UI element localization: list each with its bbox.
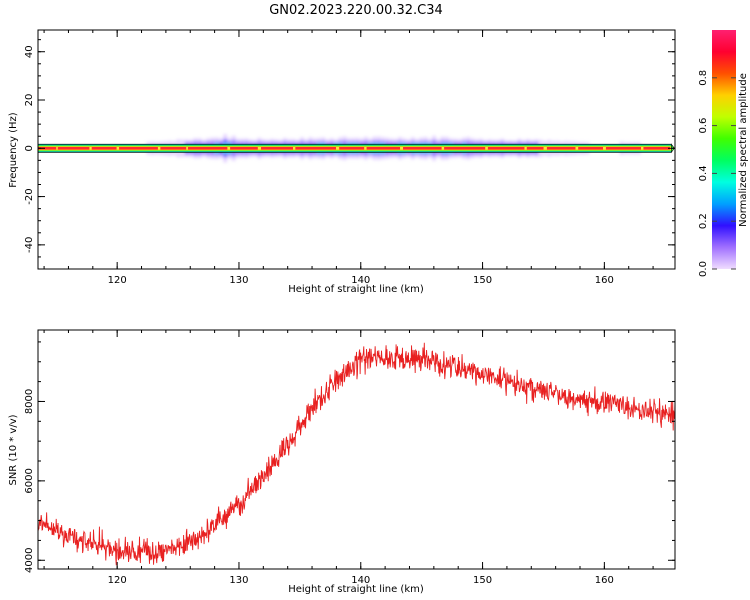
spectrogram-band-gap	[335, 146, 340, 150]
spectrogram-band-gap	[400, 146, 404, 150]
spectrogram-x-tick-label: 140	[351, 275, 370, 286]
spectrogram-band-gap	[293, 146, 296, 150]
spectrogram-x-tick-label: 130	[229, 275, 248, 286]
snr-x-tick-label: 150	[473, 575, 492, 586]
spectrogram-band-gap	[603, 146, 606, 150]
snr-y-label: SNR (10 * v/v)	[8, 414, 19, 485]
spectrogram-band-gap	[89, 146, 92, 150]
snr-x-tick-label: 130	[229, 575, 248, 586]
snr-x-tick-label: 160	[595, 575, 614, 586]
spectrogram-band-gap	[543, 146, 547, 150]
spectrogram-band-gap	[157, 146, 161, 150]
spectrogram-band-gap	[186, 146, 188, 150]
spectrogram-band-red	[38, 146, 672, 150]
colorbar-tick-label: 0.2	[698, 213, 709, 229]
spectrogram-band-gap	[575, 146, 579, 150]
spectrogram-band-gap	[641, 146, 644, 150]
colorbar-label: Normalized spectral amplitude	[738, 73, 749, 227]
snr-x-label: Height of straight line (km)	[288, 584, 424, 595]
spectrogram-y-tick-label: 0	[24, 145, 35, 151]
colorbar-gradient	[712, 30, 736, 269]
spectrogram-x-tick-label: 160	[595, 275, 614, 286]
spectrogram-marks	[38, 134, 675, 163]
spectrogram-x-tick-label: 150	[473, 275, 492, 286]
spectrogram-y-tick-label: 40	[24, 45, 35, 58]
spectrogram-y-tick-label: 20	[24, 94, 35, 107]
colorbar-tick-label: 0.4	[698, 165, 709, 181]
spectrogram-band-gap	[257, 146, 262, 150]
colorbar: 0.0 0.2 0.4 0.6 0.8 Normalized spectral ampl…	[698, 30, 749, 277]
colorbar-tick-label: 0.6	[698, 118, 709, 134]
snr-x-tick-label: 120	[108, 575, 127, 586]
spectrogram-band-gap	[56, 146, 58, 150]
spectrogram-band-gap	[524, 146, 527, 150]
spectrogram-band-gap	[485, 146, 488, 150]
spectrogram-frame	[37, 29, 676, 270]
snr-frame	[37, 329, 676, 570]
spectrogram-axis-ticks: 120 130 140 150 160 -40 -20 0 20 40	[24, 30, 675, 286]
figure-title: GN02.2023.220.00.32.C34	[269, 3, 443, 18]
snr-panel: 120 130 140 150 160 4000 6000 8000 Height of st…	[8, 329, 676, 595]
spectrogram-y-tick-label: -40	[24, 237, 35, 253]
spectrogram-x-label: Height of straight line (km)	[288, 284, 424, 295]
colorbar-tick-label: 0.8	[698, 70, 709, 86]
snr-y-tick-label: 8000	[24, 389, 35, 414]
colorbar-ticks: 0.0 0.2 0.4 0.6 0.8	[698, 70, 736, 277]
snr-y-tick-label: 6000	[24, 468, 35, 493]
spectrogram-panel: 120 130 140 150 160 -40 -20 0 20 40 Height of str…	[8, 29, 676, 295]
spectrogram-y-label: Frequency (Hz)	[8, 112, 19, 188]
spectrogram-band-gap	[116, 146, 120, 150]
snr-x-tick-label: 140	[351, 575, 370, 586]
spectrogram-x-tick-label: 120	[108, 275, 127, 286]
spectrogram-band-gap	[364, 146, 367, 150]
snr-axis-ticks: 120 130 140 150 160 4000 6000 8000	[24, 330, 675, 586]
spectrogram-band-gap	[441, 146, 445, 150]
spectrogram-band-gap	[227, 146, 231, 150]
colorbar-tick-label: 0.0	[698, 261, 709, 277]
snr-y-tick-label: 4000	[24, 548, 35, 573]
snr-series-line	[38, 342, 675, 566]
spectrogram-y-tick-label: -20	[24, 188, 35, 204]
